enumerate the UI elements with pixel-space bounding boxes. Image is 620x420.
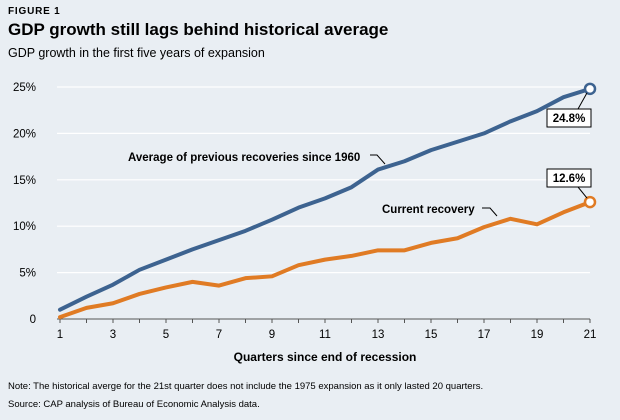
- current-recovery-end-label: 12.6%: [553, 173, 586, 185]
- x-axis-label: Quarters since end of recession: [234, 350, 417, 364]
- x-tick-label: 1: [57, 329, 63, 341]
- x-tick-label: 11: [319, 329, 331, 341]
- footnote: Note: The historical averge for the 21st…: [8, 381, 484, 392]
- historical-average-series-label: Average of previous recoveries since 196…: [128, 152, 360, 164]
- historical-average-end-label-box: [546, 108, 592, 128]
- x-tick-label: 9: [269, 329, 275, 341]
- x-tick-label: 21: [584, 329, 597, 341]
- y-tick-label: 0: [30, 314, 36, 326]
- historical-average-end-marker: [583, 82, 597, 96]
- historical-average-end-label-leader: [577, 92, 588, 110]
- historical-average-line: [58, 86, 592, 312]
- current-recovery-end-label-leader: [577, 186, 588, 199]
- chart-subtitle: GDP growth in the first five years of ex…: [8, 46, 265, 60]
- y-tick-label: 15%: [13, 175, 36, 187]
- x-tick-label: 7: [216, 329, 222, 341]
- figure-label: FIGURE 1: [8, 6, 61, 17]
- series-layer: [58, 82, 597, 320]
- current-recovery-end-label-box: [546, 168, 592, 188]
- x-tick-label: 5: [163, 329, 169, 341]
- x-tick-label: 13: [372, 329, 385, 341]
- annotation-layer: 24.8% 12.6% Average of previous recoveries…: [128, 92, 592, 217]
- x-tick-label: 19: [531, 329, 544, 341]
- y-tick-label: 10%: [13, 221, 36, 233]
- grid-layer: [57, 86, 590, 274]
- y-tick-label: 5%: [19, 268, 36, 280]
- x-tick-label: 17: [478, 329, 491, 341]
- current-recovery-series-label: Current recovery: [382, 204, 475, 216]
- historical-average-end-label: 24.8%: [553, 113, 586, 125]
- current-recovery-label-leader: [482, 207, 498, 217]
- x-tick-label: 15: [425, 329, 438, 341]
- axis-layer: 05%10%15%20%25%1 3 5 7 9 11 13 15 17 19 21: [13, 82, 596, 341]
- x-tick-label: 3: [110, 329, 116, 341]
- y-tick-label: 25%: [13, 82, 36, 94]
- chart-title: GDP growth still lags behind historical …: [8, 20, 389, 39]
- source-note: Source: CAP analysis of Bureau of Econom…: [8, 399, 260, 410]
- current-recovery-line: [58, 200, 592, 320]
- y-tick-label: 20%: [13, 128, 36, 140]
- current-recovery-end-marker: [583, 195, 597, 209]
- historical-average-label-leader: [370, 154, 386, 165]
